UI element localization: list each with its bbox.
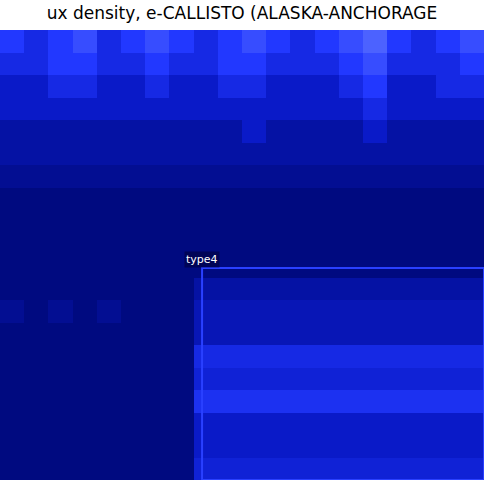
svg-text:ux density, e-CALLISTO (ALASKA: ux density, e-CALLISTO (ALASKA-ANCHORAGE	[47, 3, 438, 23]
svg-text:type4: type4	[186, 253, 218, 266]
